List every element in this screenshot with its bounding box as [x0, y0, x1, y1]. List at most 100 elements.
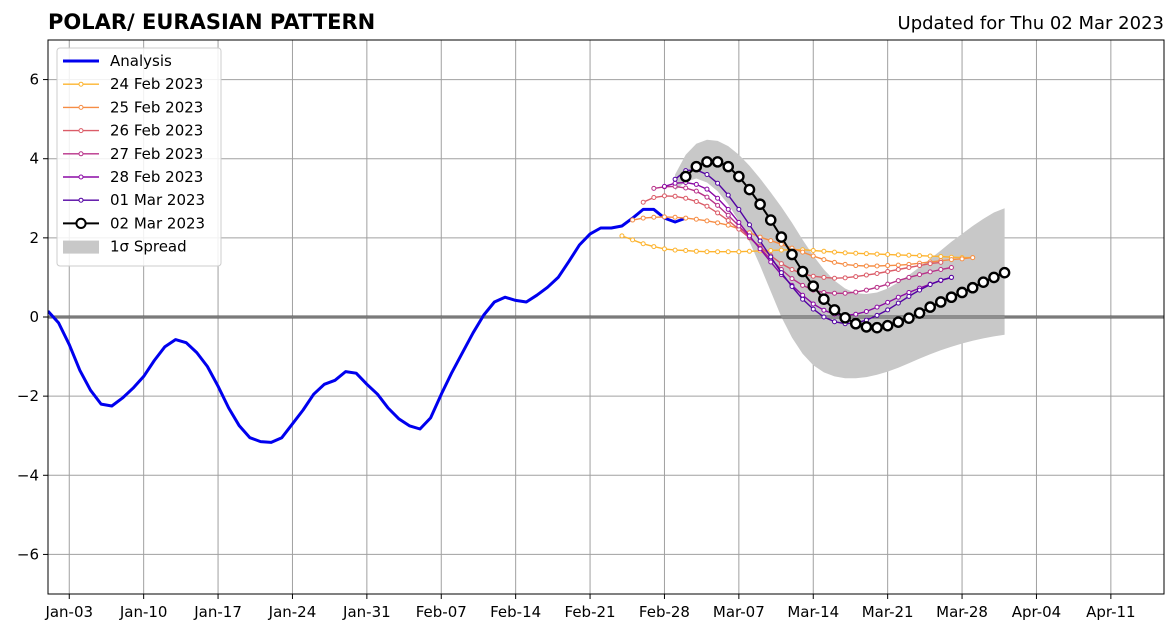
forecast-point [885, 307, 891, 313]
forecast-point [722, 160, 735, 173]
forecast-point [849, 317, 862, 330]
forecast-point [938, 253, 944, 259]
forecast-point [715, 249, 721, 255]
legend-marker [78, 128, 84, 134]
forecast-point [789, 284, 795, 290]
x-tick-label: Jan-24 [268, 603, 317, 621]
forecast-point [895, 278, 901, 284]
legend-marker [78, 151, 84, 157]
forecast-point [938, 259, 944, 265]
forecast-point [764, 214, 777, 226]
forecast-point [917, 287, 923, 293]
forecast-point [715, 210, 721, 216]
series-forecast [640, 193, 944, 281]
forecast-point [885, 268, 891, 274]
y-tick-label: 4 [29, 150, 39, 168]
forecast-point [935, 296, 947, 308]
forecast-point [895, 294, 901, 300]
forecast-point [885, 251, 891, 257]
forecast-point [725, 192, 731, 198]
forecast-point [906, 265, 912, 271]
forecast-point [924, 301, 936, 313]
y-tick-label: 0 [29, 308, 39, 326]
forecast-point [948, 265, 954, 271]
forecast-point [917, 253, 923, 259]
forecast-point [796, 265, 809, 278]
legend-marker [78, 81, 84, 87]
forecast-point [775, 231, 788, 243]
forecast-point [948, 257, 954, 263]
legend-item: 26 Feb 2023 [63, 122, 203, 140]
forecast-point [881, 319, 894, 332]
forecast-point [874, 284, 880, 290]
forecast-point [800, 296, 806, 302]
forecast-point [736, 249, 742, 255]
forecast-point [871, 321, 883, 334]
forecast-point [810, 273, 816, 279]
forecast-point [863, 272, 869, 278]
forecast-point [810, 248, 816, 254]
forecast-point [945, 291, 958, 304]
forecast-point [917, 263, 923, 269]
y-tick-label: 2 [29, 229, 39, 247]
forecast-point [672, 247, 678, 253]
forecast-point [863, 251, 869, 257]
legend-label: 28 Feb 2023 [110, 168, 203, 186]
x-tick-label: Feb-07 [416, 603, 467, 621]
forecast-point [661, 183, 667, 189]
y-tick-label: −4 [17, 466, 39, 484]
forecast-point [895, 252, 901, 258]
legend-label: Analysis [110, 52, 172, 70]
legend-label: 1σ Spread [110, 238, 187, 256]
forecast-point [736, 206, 742, 212]
forecast-point [842, 290, 848, 296]
forecast-point [917, 272, 923, 278]
forecast-point [821, 248, 827, 254]
forecast-point [672, 180, 678, 186]
y-tick-label: 6 [29, 71, 39, 89]
forecast-line [664, 181, 952, 317]
forecast-point [789, 267, 795, 273]
forecast-point [853, 263, 859, 269]
series-forecast [679, 156, 1011, 334]
forecast-point [754, 198, 766, 211]
legend-box [56, 47, 222, 267]
forecast-point [832, 275, 838, 281]
forecast-point [810, 306, 816, 312]
forecast-point [736, 219, 742, 225]
forecast-point [842, 261, 848, 267]
x-tick-label: Apr-04 [1012, 603, 1062, 621]
forecast-point [640, 199, 646, 205]
forecast-point [715, 195, 721, 201]
legend-item: 28 Feb 2023 [63, 168, 203, 186]
x-tick-label: Mar-28 [936, 603, 988, 621]
forecast-point [679, 170, 692, 183]
forecast-point [661, 246, 667, 252]
forecast-point [906, 293, 912, 299]
forecast-point [810, 301, 816, 307]
legend-item: 24 Feb 2023 [63, 75, 203, 93]
forecast-point [913, 307, 926, 319]
forecast-point [810, 253, 816, 259]
forecast-point [757, 238, 763, 244]
chart-subtitle: Updated for Thu 02 Mar 2023 [898, 13, 1164, 34]
legend-item: 27 Feb 2023 [63, 145, 203, 163]
forecast-point [786, 248, 798, 261]
forecast-point [895, 300, 901, 306]
forecast-point [661, 193, 667, 199]
forecast-point [725, 217, 731, 223]
forecast-point [938, 267, 944, 273]
forecast-point [704, 186, 710, 192]
forecast-point [853, 289, 859, 295]
forecast-point [874, 251, 880, 257]
legend-swatch [63, 240, 99, 254]
forecast-point [895, 262, 901, 268]
forecast-point [863, 287, 869, 293]
forecast-point [746, 233, 752, 239]
x-tick-label: Feb-21 [565, 603, 616, 621]
y-tick-label: −2 [17, 387, 39, 405]
forecast-point [874, 312, 880, 318]
forecast-point [711, 156, 724, 168]
x-tick-label: Feb-28 [639, 603, 690, 621]
